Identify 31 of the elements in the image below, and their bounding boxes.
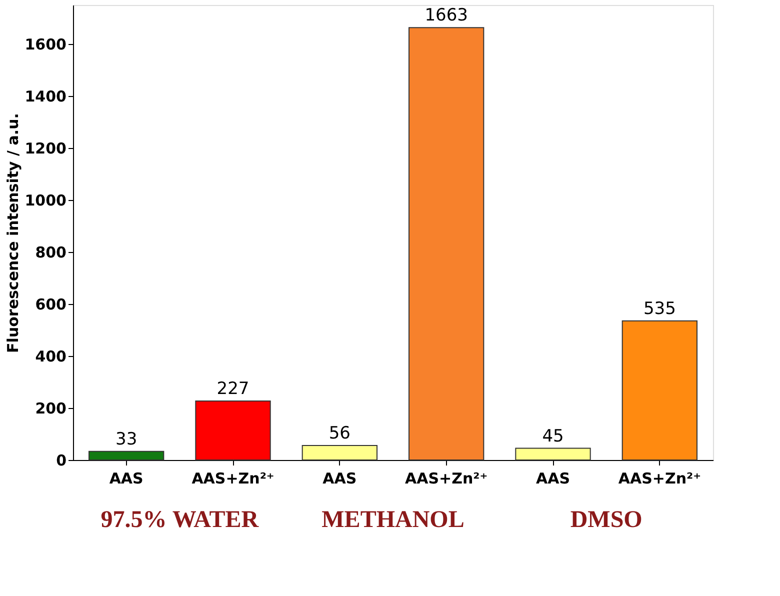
x-tick-label: AAS+Zn²⁺ (192, 470, 274, 488)
y-tick-label: 400 (35, 348, 66, 366)
y-tick-label: 800 (35, 244, 66, 262)
bar (302, 444, 378, 460)
y-tick-label: 1600 (24, 36, 66, 54)
y-tick-label: 600 (35, 296, 66, 314)
text: DMSO (570, 507, 642, 533)
bar (515, 448, 591, 460)
text: METHANOL (322, 507, 464, 533)
x-tick-label: AAS (322, 470, 357, 488)
bar (195, 400, 271, 460)
data-label: 45 (542, 426, 564, 446)
bar (408, 27, 484, 460)
bar (88, 450, 164, 460)
data-label: 1663 (424, 6, 468, 26)
y-tick-label: 1000 (24, 192, 66, 210)
data-label: 56 (328, 423, 350, 444)
data-label: 33 (116, 429, 138, 450)
x-tick-label: AAS+Zn²⁺ (405, 470, 488, 488)
y-tick-label: 1400 (24, 88, 66, 106)
y-axis-title: Fluorescence intensity / a.u. (4, 113, 22, 353)
y-tick-label: 1200 (24, 140, 66, 158)
x-tick-label: AAS (536, 470, 570, 488)
x-tick-label: AAS (109, 470, 144, 488)
data-label: 227 (216, 378, 250, 399)
bar (622, 320, 698, 460)
text: 97.5% WATER (100, 507, 260, 533)
y-tick-label: 200 (35, 400, 66, 418)
x-tick-label: AAS+Zn²⁺ (618, 470, 701, 488)
data-label: 535 (643, 298, 676, 319)
y-tick-label: 0 (56, 452, 66, 470)
